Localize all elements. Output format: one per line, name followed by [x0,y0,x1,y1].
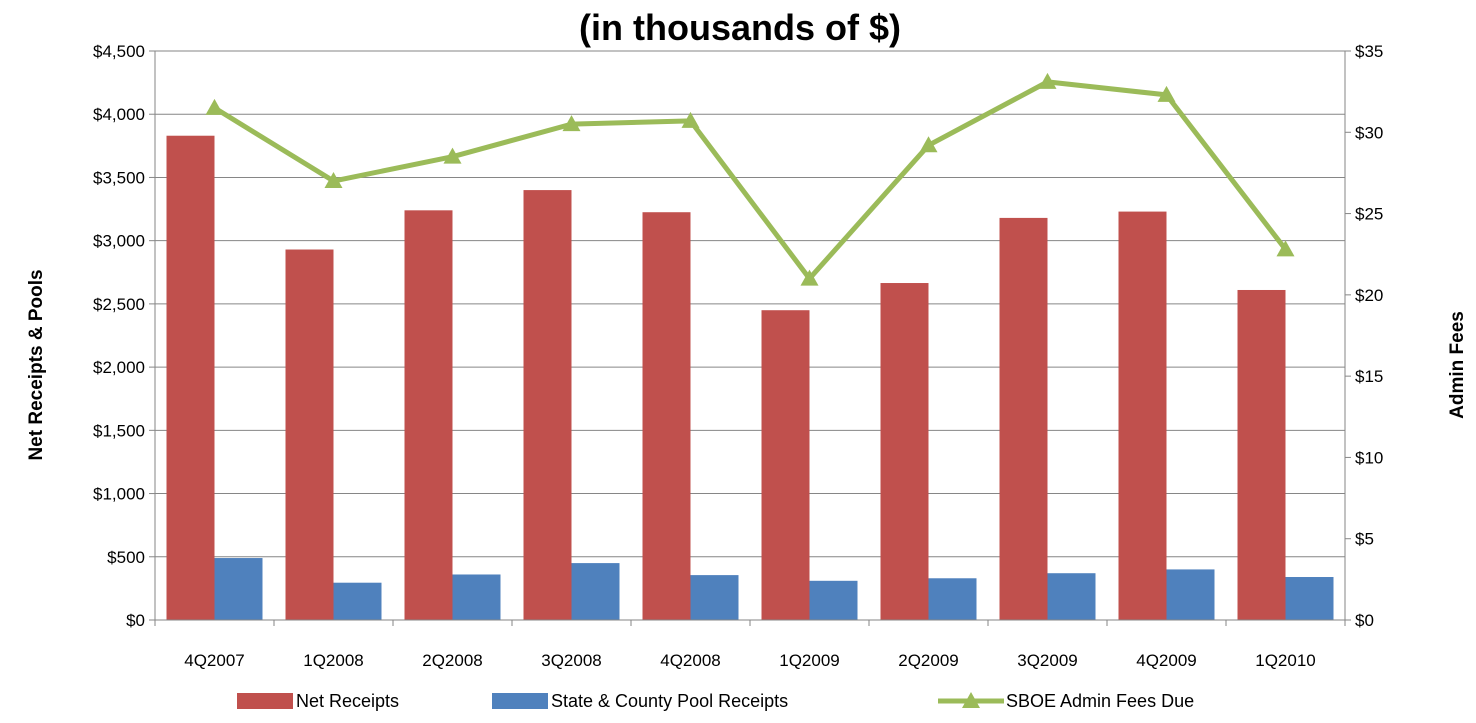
admin-fees-marker [1157,85,1176,102]
net-receipts-bar [166,135,215,620]
chart-title: (in thousands of $) [579,7,901,48]
y-tick-label: $1,500 [93,421,145,440]
y-tick-label: $4,000 [93,105,145,124]
net-receipts-bar [1237,289,1286,620]
admin-fees-line [205,72,1295,286]
x-tick-label: 1Q2008 [303,651,364,670]
y-axis-title: Net Receipts & Pools [26,269,47,460]
legend: Net Receipts State & County Pool Receipts… [237,691,1194,711]
bars [166,135,1334,621]
admin-fees-line-path [213,79,1288,282]
y-tick-label: $1,000 [93,485,145,504]
legend-label: State & County Pool Receipts [551,691,788,711]
y-tick-label: $2,000 [93,358,145,377]
admin-fees-marker [443,147,462,164]
x-tick-label: 2Q2009 [898,651,959,670]
pool-receipts-bar [1285,577,1334,620]
y2-tick-label: $25 [1355,205,1383,224]
y-tick-label: $0 [126,611,145,630]
admin-fees-marker [562,115,581,132]
gridlines [155,50,1345,621]
pool-receipts-bar [571,563,620,620]
admin-fees-marker [1276,240,1295,257]
admin-fees-marker [681,111,700,128]
y2-tick-label: $30 [1355,123,1383,142]
y-tick-label: $500 [107,548,145,567]
x-tick-label: 4Q2009 [1136,651,1197,670]
net-receipts-bar [999,217,1048,620]
pool-receipts-bar [809,580,858,620]
axes [149,50,1351,626]
y-tick-label: $2,500 [93,295,145,314]
x-tick-label: 3Q2008 [541,651,602,670]
x-tick-label: 4Q2007 [184,651,245,670]
net-receipts-bar [523,190,572,621]
legend-label: Net Receipts [296,691,399,711]
admin-fees-marker [205,98,224,115]
y-tick-label: $3,000 [93,232,145,251]
y2-axis-title: Admin Fees [1447,311,1468,419]
pool-receipts-bar [214,558,263,620]
y2-tick-label: $35 [1355,42,1383,61]
admin-fees-marker [1038,72,1057,89]
pool-receipts-bar [333,582,382,620]
legend-swatch [492,693,548,709]
legend-label: SBOE Admin Fees Due [1006,691,1194,711]
x-tick-label: 1Q2009 [779,651,840,670]
x-tick-label: 3Q2009 [1017,651,1078,670]
y2-tick-label: $20 [1355,286,1383,305]
legend-marker [962,692,980,708]
net-receipts-bar [285,249,334,621]
legend-item: SBOE Admin Fees Due [938,691,1194,711]
net-receipts-bar [1118,211,1167,620]
y2-tick-label: $10 [1355,448,1383,467]
pool-receipts-bar [1166,569,1215,620]
legend-swatch [237,693,293,709]
pool-receipts-bar [452,574,501,620]
x-tick-label: 4Q2008 [660,651,721,670]
pool-receipts-bar [690,575,739,620]
y-tick-label: $4,500 [93,42,145,61]
admin-fees-marker [800,269,819,286]
y2-tick-label: $0 [1355,611,1374,630]
net-receipts-bar [642,212,691,620]
admin-fees-marker [324,172,343,189]
pool-receipts-bar [928,578,977,620]
legend-item: State & County Pool Receipts [492,691,788,711]
x-tick-label: 1Q2010 [1255,651,1316,670]
y2-tick-label: $5 [1355,530,1374,549]
y2-tick-label: $15 [1355,367,1383,386]
y-tick-label: $3,500 [93,168,145,187]
net-receipts-bar [880,283,929,620]
admin-fees-marker [919,136,938,153]
tick-labels: $0 $500 $1,000 $1,500 $2,000 $2,500 $3,000 $3,5… [93,42,1383,670]
net-receipts-bar [761,310,810,620]
x-tick-label: 2Q2008 [422,651,483,670]
pool-receipts-bar [1047,573,1096,620]
net-receipts-bar [404,210,453,620]
legend-item: Net Receipts [237,691,399,711]
